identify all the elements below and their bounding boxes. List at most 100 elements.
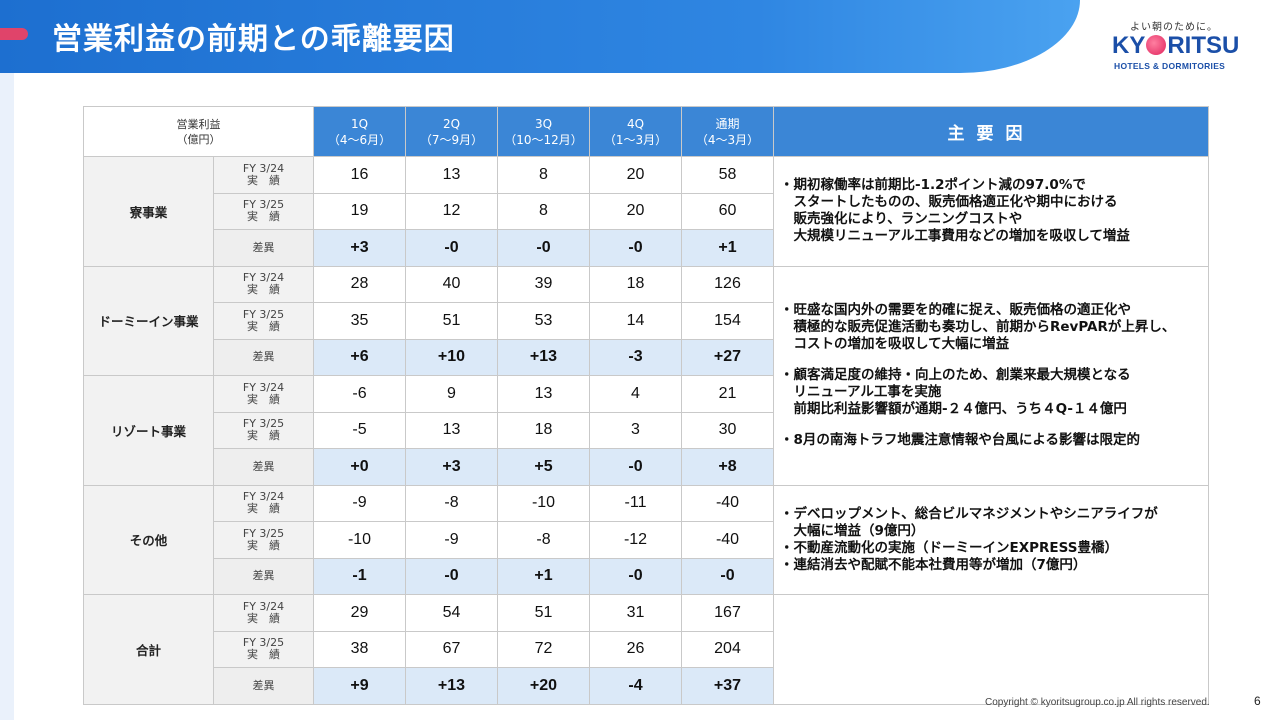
reason-line: 大規模リニューアル工事費用などの増加を吸収して増益 xyxy=(780,228,1130,245)
row-label-line: FY 3/24 xyxy=(242,271,285,285)
table-cell: -12 xyxy=(589,521,682,559)
row-label-line: FY 3/25 xyxy=(242,417,285,431)
reason-line: ・旺盛な国内外の需要を的確に捉え、販売価格の適正化や xyxy=(780,302,1131,318)
table-cell: 51 xyxy=(405,302,498,340)
reason-cell: ・期初稼働率は前期比-1.2ポイント減の97.0%で スタートしたものの、販売価… xyxy=(773,156,1209,267)
accent-bar xyxy=(0,28,28,40)
row-label-line: 実 績 xyxy=(247,319,280,333)
table-row: FY 3/25 実 績 35 51 53 14 154 xyxy=(84,302,1209,340)
table-cell: 13 xyxy=(405,156,498,194)
column-months: （7～9月） xyxy=(419,132,484,147)
table-cell: -40 xyxy=(681,521,774,559)
column-q: 通期 xyxy=(715,116,740,131)
corner-label-line2: （億円） xyxy=(176,132,221,146)
row-label-diff: 差異 xyxy=(213,448,314,486)
reason-gap xyxy=(780,353,1202,367)
table-cell: 31 xyxy=(589,594,682,632)
table-cell: 13 xyxy=(497,375,590,413)
table-cell: 29 xyxy=(313,594,406,632)
table-cell: -4 xyxy=(589,667,682,705)
table-cell: 51 xyxy=(497,594,590,632)
row-label-line: 差異 xyxy=(252,459,275,473)
table-row: FY 3/25 実 績 -10 -9 -8 -12 -40 xyxy=(84,521,1209,559)
reason-line: ・期初稼働率は前期比-1.2ポイント減の97.0%で xyxy=(780,177,1086,194)
table-cell: -1 xyxy=(313,557,406,595)
column-header-2q: 2Q （7～9月） xyxy=(405,106,498,157)
table-cell: 20 xyxy=(589,156,682,194)
table-row: 合計 FY 3/24 実 績 29 54 51 31 167 xyxy=(83,594,1209,705)
column-q: 1Q xyxy=(350,116,369,131)
table-cell: 26 xyxy=(589,630,682,668)
reason-line: リニューアル工事を実施 xyxy=(780,384,942,400)
column-q: 4Q xyxy=(626,116,645,131)
table-cell: +13 xyxy=(405,667,498,705)
table-cell: +3 xyxy=(313,229,406,267)
row-label-line: 差異 xyxy=(252,240,275,254)
table-row: FY 3/25 実 績 19 12 8 20 60 xyxy=(84,192,1209,230)
table-cell: -9 xyxy=(405,521,498,559)
copyright-text: Copyright © kyoritsugroup.co.jp All righ… xyxy=(985,697,1210,708)
reason-gap xyxy=(780,418,1202,432)
segment-name: ドーミーイン事業 xyxy=(83,265,214,376)
reason-cell-empty xyxy=(773,594,1209,705)
table-cell: 154 xyxy=(681,302,774,340)
table-cell: -5 xyxy=(313,411,406,449)
table-row: 差異 +3 -0 -0 -0 +1 xyxy=(84,229,1209,267)
column-q: 3Q xyxy=(534,116,553,131)
table-cell: +10 xyxy=(405,338,498,376)
table-cell: 28 xyxy=(313,265,406,303)
row-label-line: 実 績 xyxy=(247,283,280,297)
reason-line: 積極的な販売促進活動も奏功し、前期からRevPARが上昇し、 xyxy=(780,319,1176,335)
table-row: 寮事業 FY 3/24 実 績 16 13 8 20 58 ・期初稼働率は前期比-1.2ポイント… xyxy=(83,156,1209,267)
table-row: 差異 +6 +10 +13 -3 +27 xyxy=(84,338,1209,376)
table-cell: 53 xyxy=(497,302,590,340)
table-cell: -6 xyxy=(313,375,406,413)
row-label-fy25: FY 3/25 実 績 xyxy=(213,630,314,668)
sun-icon xyxy=(1146,35,1167,55)
row-label-line: 実 績 xyxy=(247,502,280,516)
reason-line: スタートしたものの、販売価格適正化や期中における xyxy=(780,194,1118,211)
table-cell: -9 xyxy=(313,484,406,522)
row-label-line: 実 績 xyxy=(247,392,280,406)
reason-line: 前期比利益影響額が通期-２４億円、うち４Q-１４億円 xyxy=(780,401,1127,417)
table-cell: +13 xyxy=(497,338,590,376)
segment-name: 合計 xyxy=(83,594,214,705)
table-cell: 12 xyxy=(405,192,498,230)
row-label-diff: 差異 xyxy=(213,338,314,376)
table-cell: -10 xyxy=(497,484,590,522)
segment-name: その他 xyxy=(83,484,214,595)
row-label-line: 差異 xyxy=(252,569,275,583)
row-label-line: 差異 xyxy=(252,350,275,364)
title-banner xyxy=(0,0,1080,73)
table-cell: -3 xyxy=(589,338,682,376)
corner-label-line1: 営業利益 xyxy=(176,117,221,131)
row-label-line: FY 3/24 xyxy=(242,161,285,175)
row-label-fy24: FY 3/24 実 績 xyxy=(213,375,314,413)
table-cell: 14 xyxy=(589,302,682,340)
column-months: （10～12月） xyxy=(504,132,583,147)
row-label-fy24: FY 3/24 実 績 xyxy=(213,484,314,522)
table-cell: -0 xyxy=(497,229,590,267)
table-cell: +3 xyxy=(405,448,498,486)
table-cell: +5 xyxy=(497,448,590,486)
column-header-1q: 1Q （4～6月） xyxy=(313,106,406,157)
table-cell: -0 xyxy=(405,229,498,267)
logo-wordmark-start: KY xyxy=(1112,32,1146,59)
logo-wordmark-end: RITSU xyxy=(1167,32,1240,59)
table-header-row: 営業利益 （億円） 1Q （4～6月） 2Q （7～9月） 3Q （10～12月） 4… xyxy=(83,106,1209,157)
table-cell: 126 xyxy=(681,265,774,303)
page-title: 営業利益の前期との乖離要因 xyxy=(52,22,455,57)
logo-tagline: よい朝のために。 xyxy=(1130,22,1218,33)
table-cell: 67 xyxy=(405,630,498,668)
segment-name: 寮事業 xyxy=(83,156,214,267)
column-header-3q: 3Q （10～12月） xyxy=(497,106,590,157)
row-label-line: 実 績 xyxy=(247,648,280,662)
table-cell: -0 xyxy=(589,448,682,486)
row-label-line: FY 3/25 xyxy=(242,307,285,321)
reason-line: 販売強化により、ランニングコストや xyxy=(780,211,1023,228)
table-row: FY 3/25 実 績 38 67 72 26 204 xyxy=(84,630,1209,668)
table-row: その他 FY 3/24 実 績 -9 -8 -10 -11 -40 ・デベロップメント、総合ビル… xyxy=(83,484,1209,595)
column-q: 2Q xyxy=(442,116,461,131)
table-cell: +1 xyxy=(681,229,774,267)
left-rail xyxy=(0,73,14,720)
